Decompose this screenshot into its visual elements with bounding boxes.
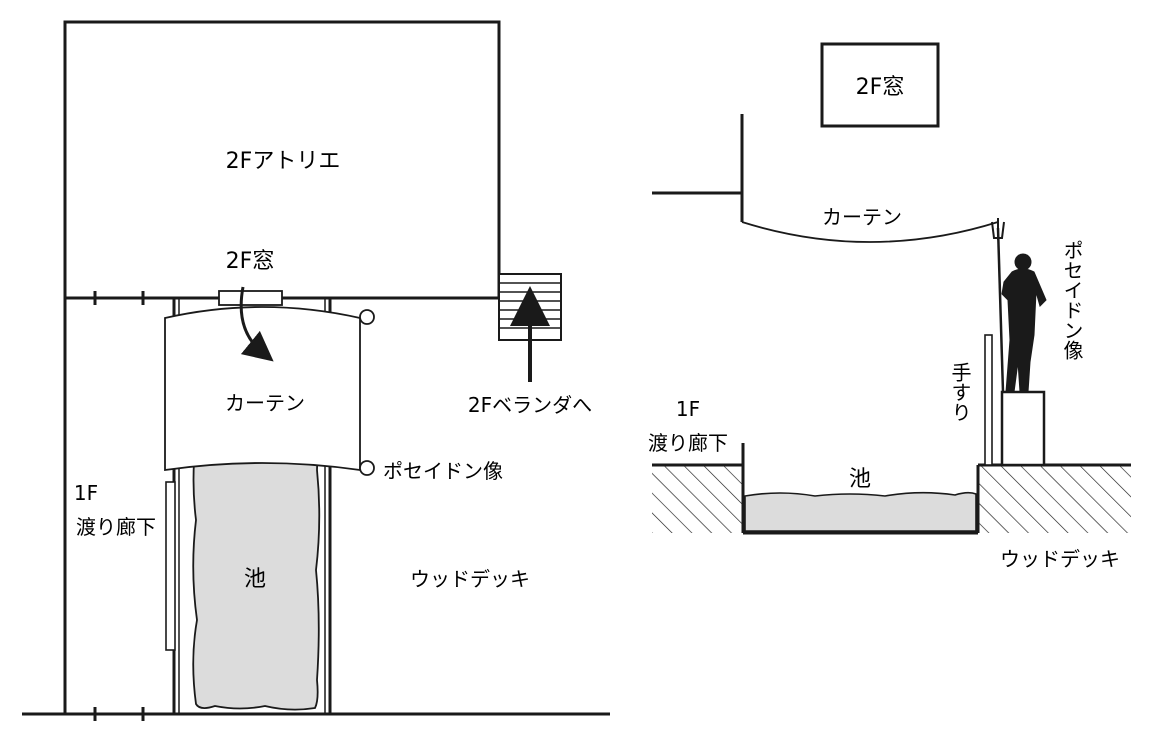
plan-curtain — [164, 306, 361, 472]
plan-corridor-label: 渡り廊下 — [76, 515, 156, 539]
plan-deck-label: ウッドデッキ — [410, 567, 530, 591]
section-corridor-1f-label: 1F — [676, 397, 700, 421]
section-handrail — [984, 334, 993, 466]
section-pond-water — [744, 491, 977, 532]
handrail-bar — [165, 481, 176, 651]
section-view — [652, 42, 1131, 535]
plan-corridor-1f-label: 1F — [74, 481, 98, 505]
section-curtain-label: カーテン — [822, 205, 902, 229]
curtain-ring — [359, 309, 375, 325]
section-window — [820, 42, 940, 128]
pedestal — [1000, 390, 1046, 467]
plan-view — [22, 20, 610, 721]
veranda-label: 2Fベランダへ — [468, 393, 592, 417]
section-poseidon-label: ポセイドン像 — [1060, 240, 1084, 360]
ground-right — [978, 465, 1131, 533]
plan-window — [218, 290, 283, 306]
plan-window-label: 2F窓 — [226, 249, 275, 274]
section-deck-label: ウッドデッキ — [1000, 547, 1120, 571]
poseidon-marker — [359, 460, 375, 476]
section-handrail-label: 手すり — [948, 362, 972, 422]
ground-left — [652, 465, 743, 533]
plan-pond-label: 池 — [244, 567, 266, 592]
window-arrow — [239, 286, 274, 362]
plan-poseidon-label: ポセイドン像 — [383, 459, 503, 483]
plan-curtain-label: カーテン — [225, 391, 305, 415]
section-pond-label: 池 — [849, 467, 871, 492]
section-corridor-label: 渡り廊下 — [648, 431, 728, 455]
section-curtain — [741, 221, 999, 243]
poseidon-statue-icon — [991, 218, 1047, 393]
atelier-label: 2Fアトリエ — [226, 149, 341, 174]
section-window-label: 2F窓 — [856, 75, 905, 100]
